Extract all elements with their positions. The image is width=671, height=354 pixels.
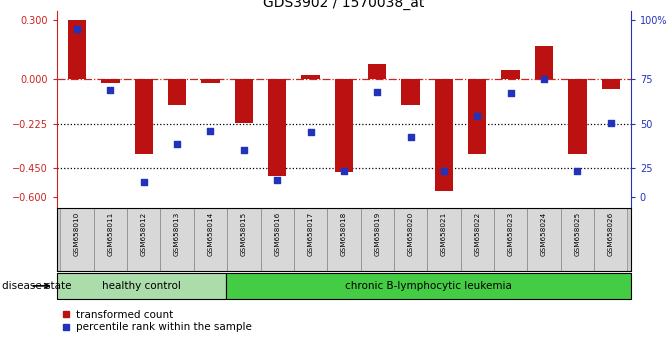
Bar: [561, 208, 594, 271]
Bar: [360, 208, 394, 271]
Bar: [294, 208, 327, 271]
Bar: [368, 64, 386, 79]
Bar: [57, 273, 225, 299]
Point: [238, 147, 249, 153]
Bar: [268, 79, 287, 176]
Bar: [327, 208, 360, 271]
Point: [539, 76, 550, 82]
Bar: [160, 208, 194, 271]
Bar: [68, 21, 86, 79]
Text: GSM658023: GSM658023: [508, 212, 514, 256]
Bar: [168, 79, 187, 105]
Text: GSM658024: GSM658024: [541, 212, 547, 256]
Bar: [60, 208, 94, 271]
Point: [472, 113, 482, 119]
Bar: [94, 208, 127, 271]
Bar: [535, 46, 553, 79]
Point: [272, 177, 282, 182]
Bar: [401, 79, 420, 105]
Bar: [260, 208, 294, 271]
Bar: [394, 208, 427, 271]
Bar: [225, 273, 631, 299]
Text: GSM658010: GSM658010: [74, 212, 80, 256]
Bar: [135, 79, 153, 154]
Bar: [127, 208, 160, 271]
Legend: transformed count, percentile rank within the sample: transformed count, percentile rank withi…: [62, 310, 252, 332]
Bar: [194, 208, 227, 271]
Bar: [568, 79, 586, 154]
Point: [605, 120, 616, 125]
Point: [505, 90, 516, 96]
Bar: [301, 75, 319, 79]
Text: GSM658018: GSM658018: [341, 212, 347, 256]
Text: GSM658019: GSM658019: [374, 212, 380, 256]
Bar: [227, 208, 260, 271]
Text: GSM658015: GSM658015: [241, 212, 247, 256]
Point: [405, 135, 416, 140]
Text: GSM658016: GSM658016: [274, 212, 280, 256]
Text: GSM658013: GSM658013: [174, 212, 180, 256]
Bar: [594, 208, 627, 271]
Text: GSM658022: GSM658022: [474, 212, 480, 256]
Text: chronic B-lymphocytic leukemia: chronic B-lymphocytic leukemia: [345, 281, 512, 291]
Text: disease state: disease state: [2, 281, 72, 291]
Bar: [468, 79, 486, 154]
Text: GSM658011: GSM658011: [107, 212, 113, 256]
Point: [439, 168, 450, 173]
Point: [138, 179, 149, 184]
Point: [338, 168, 349, 173]
Bar: [235, 79, 253, 122]
Bar: [101, 79, 119, 83]
Point: [205, 129, 216, 134]
Title: GDS3902 / 1570038_at: GDS3902 / 1570038_at: [263, 0, 425, 10]
Point: [105, 87, 116, 93]
Bar: [201, 79, 219, 83]
Bar: [427, 208, 460, 271]
Point: [172, 141, 183, 147]
Text: GSM658021: GSM658021: [441, 212, 447, 256]
Bar: [501, 69, 520, 79]
Text: GSM658025: GSM658025: [574, 212, 580, 256]
Text: GSM658017: GSM658017: [307, 212, 313, 256]
Point: [305, 130, 316, 135]
Bar: [494, 208, 527, 271]
Text: GSM658020: GSM658020: [407, 212, 413, 256]
Text: healthy control: healthy control: [102, 281, 181, 291]
Point: [72, 27, 83, 32]
Bar: [527, 208, 561, 271]
Point: [372, 89, 382, 95]
Point: [572, 168, 582, 173]
Bar: [335, 79, 353, 172]
Bar: [602, 79, 620, 89]
Text: GSM658026: GSM658026: [608, 212, 614, 256]
Bar: [435, 79, 453, 192]
Text: GSM658014: GSM658014: [207, 212, 213, 256]
Bar: [460, 208, 494, 271]
Text: GSM658012: GSM658012: [141, 212, 147, 256]
